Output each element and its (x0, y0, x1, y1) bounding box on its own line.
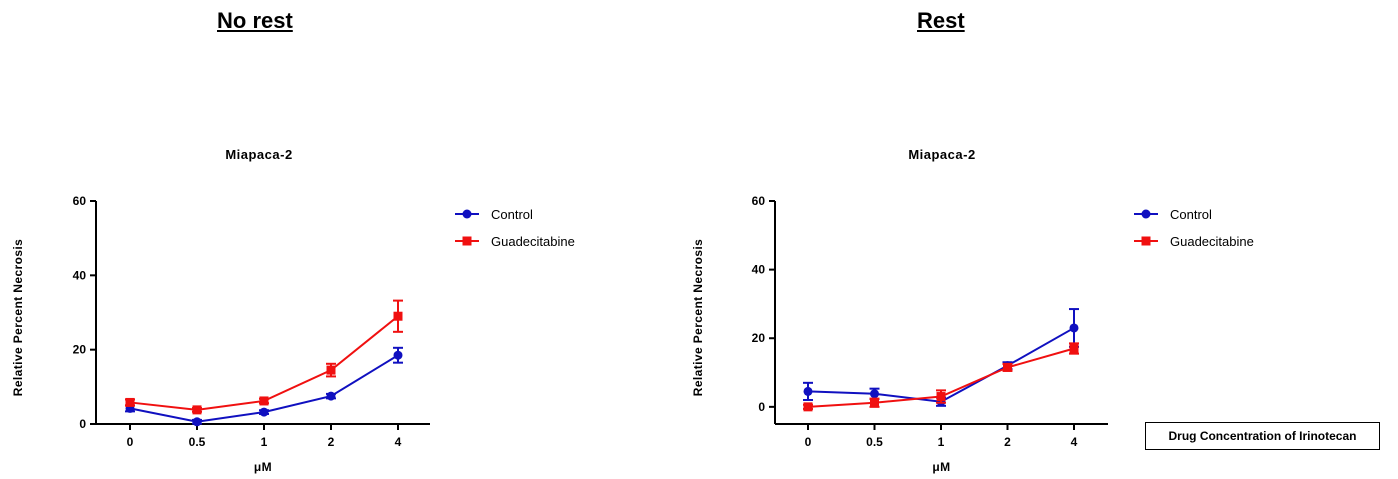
data-point (1003, 362, 1012, 372)
x-axis-label: μM (932, 460, 950, 474)
data-point (870, 398, 879, 408)
data-point (326, 365, 336, 375)
y-axis-label: Relative Percent Necrosis (691, 239, 705, 396)
x-axis-label: μM (254, 460, 272, 474)
data-point (393, 311, 403, 321)
data-point (393, 350, 403, 360)
legend-marker (1141, 236, 1151, 246)
y-axis-label: Relative Percent Necrosis (11, 239, 25, 396)
data-point (259, 396, 269, 406)
series-guadecitabine (125, 299, 403, 415)
y-tick-label: 20 (73, 343, 87, 357)
y-tick-label: 0 (758, 400, 765, 414)
y-tick-label: 60 (752, 194, 766, 208)
x-tick-label: 1 (261, 435, 268, 449)
legend-label: Control (1170, 207, 1212, 222)
y-tick-label: 40 (752, 263, 766, 277)
x-tick-label: 4 (395, 435, 402, 449)
data-point (326, 391, 336, 401)
legend-label: Guadecitabine (1170, 234, 1254, 249)
chart-title: Miapaca-2 (908, 147, 975, 162)
data-point (803, 386, 813, 396)
legend-marker (462, 209, 472, 219)
data-point (870, 389, 879, 399)
x-tick-label: 0.5 (866, 435, 883, 449)
x-tick-label: 0 (805, 435, 812, 449)
data-point (936, 392, 946, 402)
chart-no-rest: Miapaca-2 0 20 40 60 0 0.5 1 2 4 μM Relative Percen… (11, 147, 575, 474)
chart-rest: Miapaca-2 0 20 40 60 0 0.5 1 2 4 μM Relative Percen… (691, 147, 1254, 474)
x-tick-label: 0.5 (189, 435, 206, 449)
legend-label: Control (491, 207, 533, 222)
x-tick-label: 1 (938, 435, 945, 449)
x-tick-label: 0 (127, 435, 134, 449)
data-point (192, 417, 202, 427)
data-point (803, 402, 813, 412)
data-point (125, 397, 135, 407)
chart-title: Miapaca-2 (225, 147, 292, 162)
y-tick-label: 20 (752, 331, 766, 345)
y-tick-label: 40 (73, 268, 87, 282)
y-tick-label: 60 (73, 194, 87, 208)
heading-no-rest: No rest (217, 8, 293, 33)
legend-marker (1141, 209, 1151, 219)
data-point (192, 405, 202, 415)
series-guadecitabine (803, 342, 1079, 412)
legend-label: Guadecitabine (491, 234, 575, 249)
x-tick-label: 2 (328, 435, 335, 449)
legend-marker (462, 236, 472, 246)
x-tick-label: 4 (1071, 435, 1078, 449)
y-tick-label: 0 (79, 417, 86, 431)
data-point (1069, 323, 1079, 333)
x-tick-label: 2 (1004, 435, 1011, 449)
drug-concentration-note: Drug Concentration of Irinotecan (1145, 422, 1380, 450)
heading-rest: Rest (917, 8, 965, 33)
data-point (259, 407, 269, 417)
series-control (125, 346, 403, 427)
data-point (1069, 344, 1079, 354)
series-line (129, 315, 399, 411)
